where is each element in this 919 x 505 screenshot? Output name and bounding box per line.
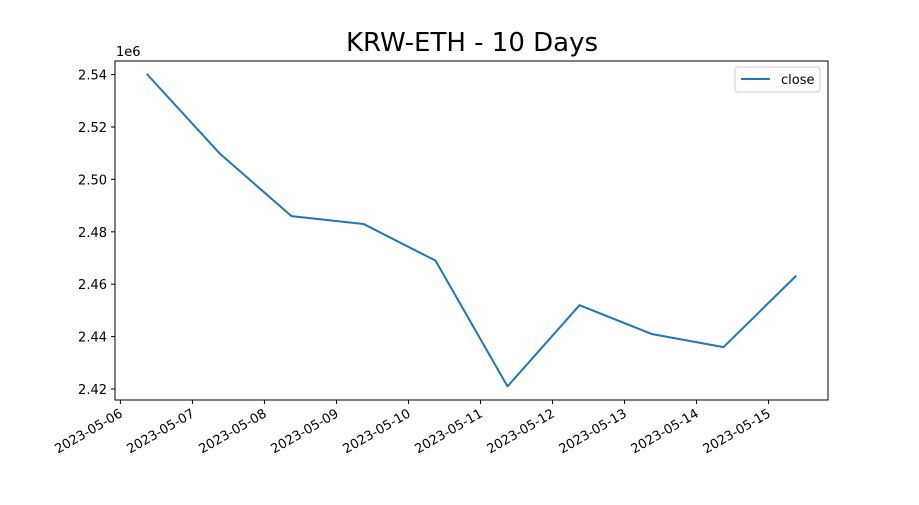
x-tick-label: 2023-05-08 bbox=[197, 406, 270, 457]
series-line-close bbox=[145, 73, 798, 388]
legend-label-close: close bbox=[781, 73, 814, 88]
y-axis-ticks: 2.42 2.44 2.46 2.48 2.50 2.52 2.54 bbox=[78, 69, 115, 398]
y-tick-label: 2.50 bbox=[78, 173, 107, 188]
x-tick-label: 2023-05-14 bbox=[629, 406, 702, 457]
x-tick-label: 2023-05-10 bbox=[341, 406, 414, 457]
x-tick-label: 2023-05-06 bbox=[52, 406, 125, 457]
y-tick-label: 2.44 bbox=[78, 331, 107, 346]
x-tick-label: 2023-05-09 bbox=[269, 406, 342, 457]
y-axis-offset-label: 1e6 bbox=[116, 45, 141, 60]
x-tick-label: 2023-05-07 bbox=[124, 406, 197, 457]
legend: close bbox=[734, 66, 821, 93]
x-tick-label: 2023-05-15 bbox=[701, 406, 774, 457]
x-tick-label: 2023-05-12 bbox=[485, 406, 558, 457]
legend-box bbox=[734, 66, 821, 93]
chart-title: KRW-ETH - 10 Days bbox=[346, 28, 598, 58]
y-tick-label: 2.54 bbox=[78, 69, 107, 84]
x-tick-label: 2023-05-11 bbox=[413, 406, 486, 457]
y-tick-label: 2.46 bbox=[78, 278, 107, 293]
y-tick-label: 2.48 bbox=[78, 226, 107, 241]
x-axis-ticks: 2023-05-06 2023-05-07 2023-05-08 2023-05-09… bbox=[52, 400, 774, 457]
y-tick-label: 2.52 bbox=[78, 121, 107, 136]
plot-area-frame bbox=[114, 60, 829, 401]
plot-lines bbox=[145, 73, 798, 388]
x-tick-label: 2023-05-13 bbox=[557, 406, 630, 457]
y-tick-label: 2.42 bbox=[78, 383, 107, 398]
